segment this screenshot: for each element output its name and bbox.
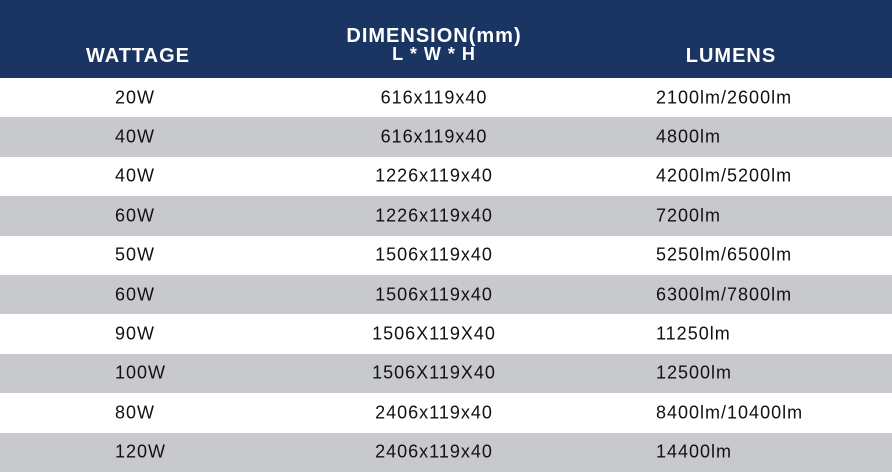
lumens-cell: 5250lm/6500lm (656, 244, 793, 265)
table-row: 120W 2406x119x40 14400lm (0, 432, 892, 472)
header-dimension: DIMENSION(mm) (346, 25, 522, 47)
dimension-cell: 1506x119x40 (375, 284, 493, 305)
table-header: WATTAGE DIMENSION(mm) L * W * H LUMENS (0, 0, 892, 78)
lumens-cell: 12500lm (656, 362, 733, 383)
table-row: 20W 616x119x40 2100lm/2600lm (0, 78, 892, 117)
lumens-cell: 14400lm (656, 441, 733, 462)
lumens-cell: 2100lm/2600lm (656, 87, 793, 108)
wattage-cell: 120W (115, 441, 167, 462)
lumens-cell: 6300lm/7800lm (656, 284, 793, 305)
dimension-cell: 1506X119X40 (372, 323, 496, 344)
table-row: 40W 1226x119x40 4200lm/5200lm (0, 157, 892, 196)
table-row: 40W 616x119x40 4800lm (0, 117, 892, 157)
dimension-cell: 1506X119X40 (372, 362, 496, 383)
lumens-cell: 8400lm/10400lm (656, 402, 804, 423)
lumens-cell: 4200lm/5200lm (656, 165, 793, 186)
header-dimension-sub: L * W * H (392, 44, 476, 64)
wattage-cell: 20W (115, 87, 156, 108)
wattage-cell: 40W (115, 126, 156, 147)
dimension-cell: 2406x119x40 (375, 402, 493, 423)
table-row: 60W 1226x119x40 7200lm (0, 196, 892, 236)
dimension-cell: 2406x119x40 (375, 441, 493, 462)
wattage-cell: 100W (115, 362, 167, 383)
lumens-cell: 7200lm (656, 205, 722, 226)
lumens-cell: 4800lm (656, 126, 722, 147)
dimension-cell: 1226x119x40 (375, 205, 493, 226)
wattage-cell: 90W (115, 323, 156, 344)
lumens-cell: 11250lm (656, 323, 731, 344)
dimension-cell: 616x119x40 (380, 126, 488, 147)
wattage-cell: 60W (115, 205, 156, 226)
table-row: 50W 1506x119x40 5250lm/6500lm (0, 236, 892, 275)
dimension-cell: 1506x119x40 (375, 244, 493, 265)
header-lumens: LUMENS (685, 45, 777, 67)
table-row: 80W 2406x119x40 8400lm/10400lm (0, 393, 892, 432)
table-row: 90W 1506X119X40 11250lm (0, 314, 892, 353)
dimension-cell: 616x119x40 (380, 87, 488, 108)
wattage-cell: 40W (115, 165, 156, 186)
wattage-cell: 60W (115, 284, 156, 305)
wattage-cell: 50W (115, 244, 156, 265)
header-wattage: WATTAGE (85, 45, 191, 67)
wattage-cell: 80W (115, 402, 156, 423)
table-row: 100W 1506X119X40 12500lm (0, 353, 892, 394)
table-row: 60W 1506x119x40 6300lm/7800lm (0, 275, 892, 315)
dimension-cell: 1226x119x40 (375, 165, 493, 186)
